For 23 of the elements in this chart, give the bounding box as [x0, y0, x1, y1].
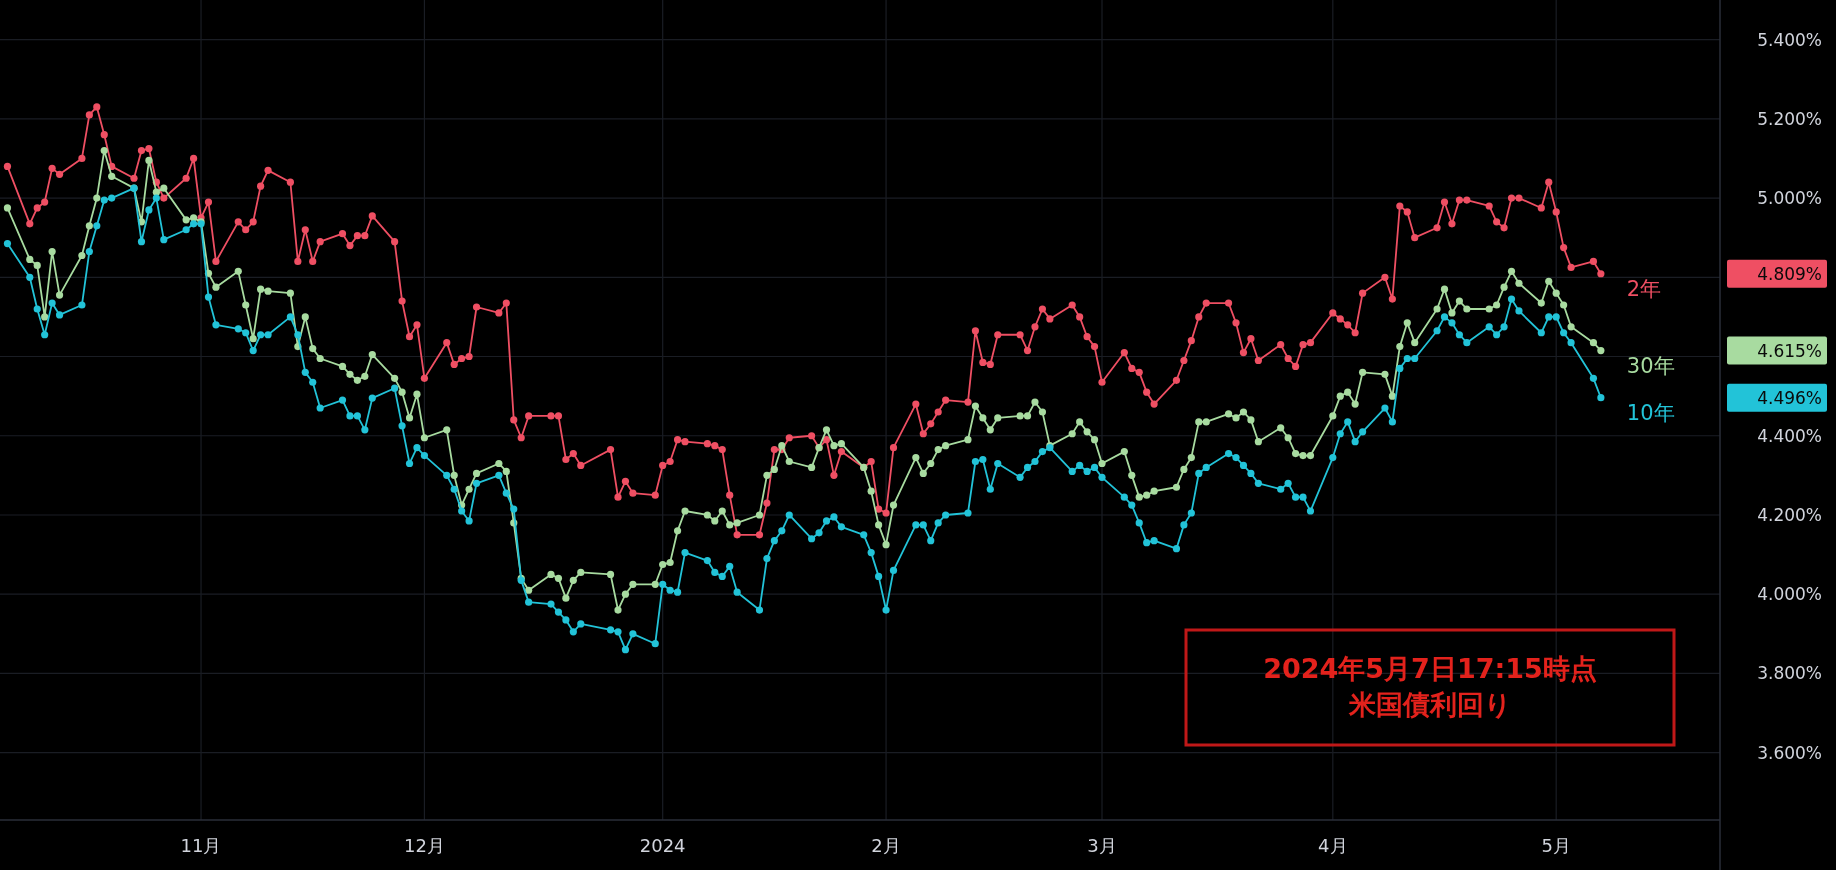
annotation: 2024年5月7日17:15時点 — [1263, 653, 1597, 684]
x-tick-label: 4月 — [1318, 835, 1348, 856]
y-tick-label: 4.809% — [1757, 263, 1822, 284]
series-label: 2年 — [1626, 276, 1662, 301]
y-tick-label: 4.200% — [1757, 504, 1822, 525]
y-tick-label: 4.496% — [1757, 387, 1822, 408]
series-label: 10年 — [1626, 400, 1675, 425]
x-tick-label: 11月 — [180, 835, 222, 856]
series-label: 30年 — [1626, 353, 1675, 378]
x-tick-label: 5月 — [1541, 835, 1571, 856]
x-tick-label: 2024 — [639, 835, 686, 856]
y-tick-label: 4.400% — [1757, 425, 1822, 446]
y-tick-label: 3.800% — [1757, 663, 1822, 684]
y-tick-label: 4.615% — [1757, 340, 1822, 361]
y-tick-label: 5.000% — [1757, 188, 1822, 209]
annotation: 米国債利回り — [1347, 689, 1512, 720]
x-tick-label: 2月 — [871, 835, 901, 856]
y-tick-label: 5.200% — [1757, 108, 1822, 129]
y-tick-label: 4.000% — [1757, 584, 1822, 605]
y-tick-label: 5.400% — [1757, 29, 1822, 50]
y-tick-label: 3.600% — [1757, 742, 1822, 763]
x-tick-label: 3月 — [1087, 835, 1117, 856]
x-tick-label: 12月 — [403, 835, 445, 856]
